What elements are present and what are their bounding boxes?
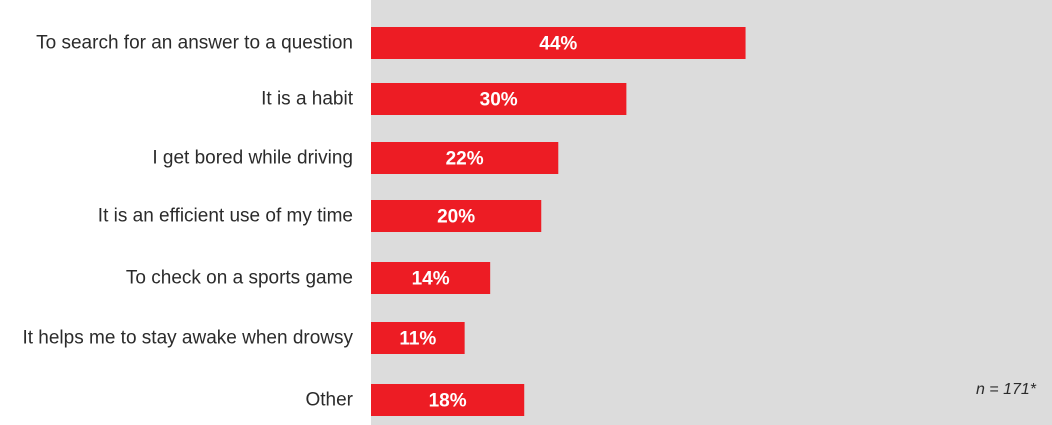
bar-to-check-on-a-sports-game xyxy=(371,262,491,294)
category-label: It is a habit xyxy=(261,89,354,110)
bar-other xyxy=(371,384,525,416)
bar-to-search-for-an-answer-to-a-question xyxy=(371,27,746,59)
value-label: 44% xyxy=(539,34,577,55)
category-labels: To search for an answer to a question It … xyxy=(22,33,353,411)
category-label: To check on a sports game xyxy=(126,268,353,289)
value-label: 11% xyxy=(399,329,436,350)
category-label: To search for an answer to a question xyxy=(36,33,353,54)
bar-it-is-an-efficient-use-of-my-time xyxy=(371,200,542,232)
value-labels: 44% 30% 22% 20% 14% 11% 18% xyxy=(399,34,577,412)
category-label: Other xyxy=(305,390,353,411)
bar-it-helps-me-to-stay-awake-when-drowsy xyxy=(371,322,465,354)
value-label: 22% xyxy=(446,149,484,170)
bar-it-is-a-habit xyxy=(371,83,627,115)
bars xyxy=(371,27,746,416)
bar-i-get-bored-while-driving xyxy=(371,142,559,174)
category-label: It helps me to stay awake when drowsy xyxy=(22,328,353,349)
value-label: 18% xyxy=(429,391,467,412)
category-label: I get bored while driving xyxy=(152,148,353,169)
value-label: 30% xyxy=(480,90,518,111)
value-label: 20% xyxy=(437,207,475,228)
category-label: It is an efficient use of my time xyxy=(98,206,353,227)
value-label: 14% xyxy=(412,269,450,290)
sample-size-note: n = 171* xyxy=(975,381,1036,398)
